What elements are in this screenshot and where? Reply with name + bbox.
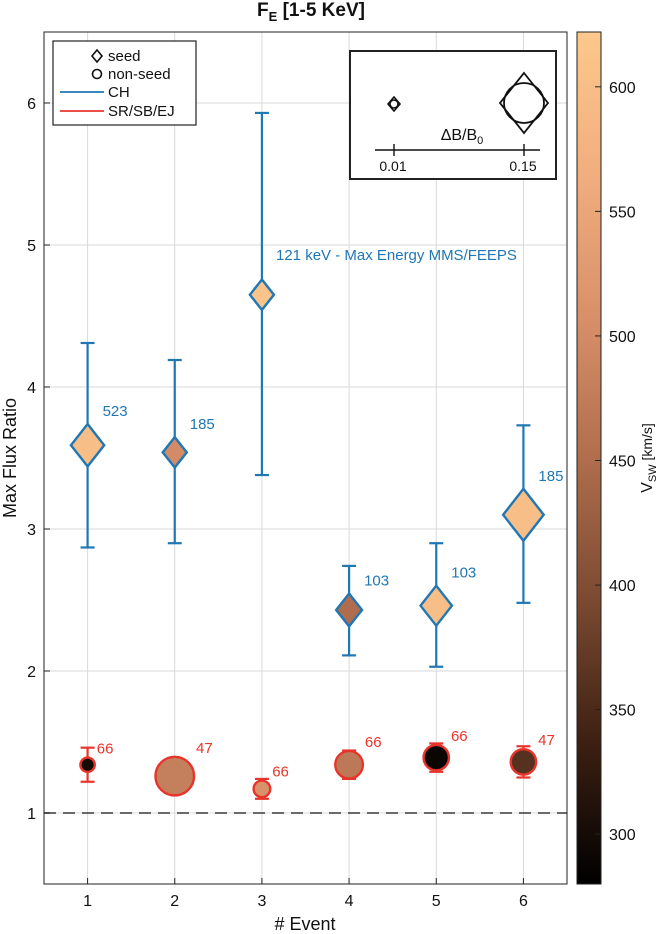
nonseed-circle-marker xyxy=(334,749,365,780)
data-markers xyxy=(69,277,546,799)
data-label: 103 xyxy=(364,573,389,590)
y-tick-label: 4 xyxy=(27,380,36,397)
size-key-tick-label-2: 0.15 xyxy=(509,158,536,174)
size-key: ΔB/B0 0.01 0.15 xyxy=(349,50,557,180)
colorbar-tick-label: 350 xyxy=(609,703,636,720)
colorbar-tick-label: 600 xyxy=(609,80,636,97)
y-tick-label: 3 xyxy=(27,522,36,539)
colorbar-tick-label: 550 xyxy=(609,204,636,221)
data-label: 47 xyxy=(538,732,555,749)
seed-diamond-marker xyxy=(501,486,546,543)
legend-seed-label: seed xyxy=(108,48,141,65)
seed-diamond-marker xyxy=(69,422,106,469)
colorbar-gradient xyxy=(576,31,602,885)
energy-annotation: 121 keV - Max Energy MMS/FEEPS xyxy=(276,247,517,264)
legend-seed-diamond-icon xyxy=(90,48,104,64)
nonseed-circle-marker xyxy=(422,743,451,772)
legend-ch-label: CH xyxy=(108,84,130,101)
seed-diamond-marker xyxy=(334,591,364,629)
data-label: 66 xyxy=(272,764,289,781)
y-tick-label: 1 xyxy=(27,806,36,823)
chart-title-subscript: E xyxy=(269,9,278,24)
colorbar-tick-label: 400 xyxy=(609,578,636,595)
data-label: 185 xyxy=(538,468,563,485)
x-tick-label: 5 xyxy=(432,893,441,910)
data-label: 66 xyxy=(97,741,114,758)
y-tick-label: 5 xyxy=(27,238,36,255)
colorbar-tick-label: 500 xyxy=(609,329,636,346)
nonseed-circle-marker xyxy=(79,756,96,774)
colorbar-tick-label: 300 xyxy=(609,827,636,844)
x-tick-label: 3 xyxy=(257,893,266,910)
data-labels: 523 185 103 103 185 66 47 66 66 66 47 xyxy=(97,403,564,781)
chart-title-suffix: [1-5 KeV] xyxy=(277,0,365,21)
legend: seed non-seed CH SR/SB/EJ xyxy=(52,40,197,126)
data-label: 66 xyxy=(365,734,382,751)
y-tick-label: 6 xyxy=(27,96,36,113)
y-tick-label: 2 xyxy=(27,664,36,681)
legend-srsbej-label: SR/SB/EJ xyxy=(108,103,175,120)
colorbar-tick-label: 450 xyxy=(609,453,636,470)
data-label: 47 xyxy=(196,740,213,757)
size-key-large-circle-icon xyxy=(503,82,545,124)
size-key-label: ΔB/B0 xyxy=(441,127,484,147)
x-tick-label: 6 xyxy=(519,893,528,910)
colorbar: 300 350 400 450 500 550 600 VSW [km/s] xyxy=(576,31,659,885)
legend-nonseed-circle-icon xyxy=(91,68,103,80)
y-axis-label: Max Flux Ratio xyxy=(0,398,20,518)
nonseed-circle-marker xyxy=(154,755,196,797)
legend-nonseed-label: non-seed xyxy=(108,66,171,83)
data-label: 66 xyxy=(451,728,468,745)
colorbar-ticks: 300 350 400 450 500 550 600 xyxy=(595,80,636,844)
data-label: 103 xyxy=(451,565,476,582)
nonseed-circle-marker xyxy=(252,779,272,799)
size-key-small-circle-icon xyxy=(389,99,399,109)
x-tick-label: 2 xyxy=(170,893,179,910)
plot-frame xyxy=(43,31,568,885)
seed-diamond-marker xyxy=(419,583,454,628)
x-tick-label: 1 xyxy=(83,893,92,910)
size-key-large-diamond-icon xyxy=(498,71,550,135)
x-axis-label: # Event xyxy=(274,914,335,934)
seed-diamond-marker xyxy=(161,435,189,470)
data-label: 185 xyxy=(190,416,215,433)
seed-diamond-marker xyxy=(248,277,276,312)
data-label: 523 xyxy=(103,403,128,420)
x-tick-label: 4 xyxy=(345,893,354,910)
axis-ticks: 1 2 3 4 5 6 1 2 3 4 5 6 xyxy=(27,96,528,910)
size-key-tick-label-1: 0.01 xyxy=(379,158,406,174)
size-key-box xyxy=(349,50,557,180)
colorbar-label: VSW [km/s] xyxy=(639,423,659,493)
chart-title: FE [1-5 KeV] xyxy=(257,0,365,24)
nonseed-circle-marker xyxy=(509,747,538,776)
